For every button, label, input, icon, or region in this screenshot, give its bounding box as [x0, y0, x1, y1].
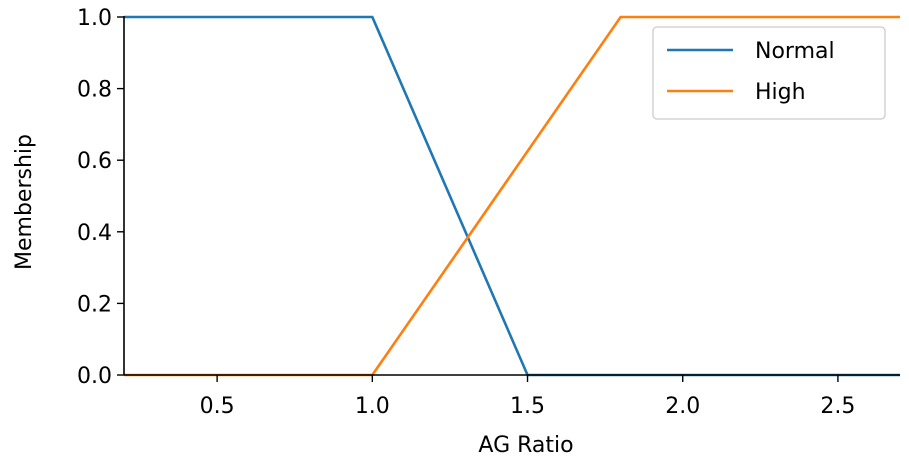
y-tick-label: 0.0 [77, 364, 112, 389]
x-tick-label: 1.0 [355, 394, 390, 419]
legend: Normal High [652, 26, 886, 120]
legend-label-high: High [755, 80, 806, 105]
x-tick-label: 2.0 [665, 394, 700, 419]
y-tick-label: 0.6 [77, 149, 112, 174]
axes-layer [123, 16, 900, 376]
y-tick-label: 1.0 [77, 6, 112, 31]
y-tick-label: 0.4 [77, 221, 112, 246]
x-axis-label: AG Ratio [478, 433, 573, 458]
x-tick-label: 1.5 [510, 394, 545, 419]
legend-label-normal: Normal [755, 39, 835, 64]
x-tick-label: 0.5 [200, 394, 235, 419]
y-tick-label: 0.2 [77, 292, 112, 317]
y-tick-label: 0.8 [77, 78, 112, 103]
y-axis-label: Membership [12, 134, 37, 270]
x-tick-label: 2.5 [820, 394, 855, 419]
tick-layer: 0.5 1.0 1.5 2.0 2.5 0.0 0.2 0.4 0.6 0.8 1.0 [77, 6, 855, 419]
